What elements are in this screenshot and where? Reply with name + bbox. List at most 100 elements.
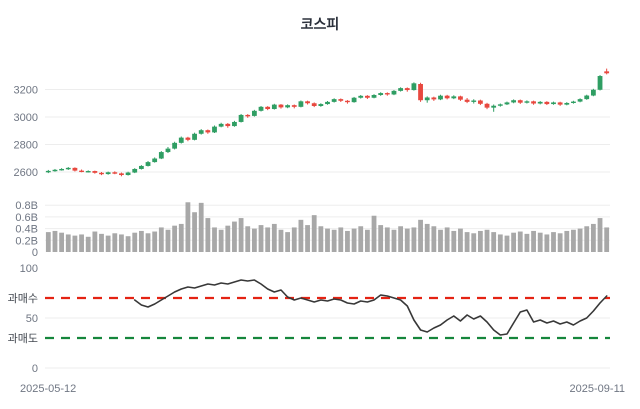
volume-bar xyxy=(52,230,58,252)
volume-bar xyxy=(411,227,417,252)
volume-bar xyxy=(325,228,330,252)
volume-bar xyxy=(458,228,463,252)
volume-bar xyxy=(371,215,377,252)
volume-bar xyxy=(145,233,151,252)
price-tick-label: 2800 xyxy=(14,140,38,152)
volume-bar xyxy=(444,227,450,252)
candle-down xyxy=(92,171,98,173)
volume-bar xyxy=(577,228,583,252)
candle-up xyxy=(212,126,217,133)
candle-up xyxy=(551,102,556,105)
volume-bar xyxy=(484,229,490,252)
candle-up xyxy=(571,101,576,103)
candle-up xyxy=(165,148,171,153)
volume-bar xyxy=(152,231,158,252)
volume-bar xyxy=(331,229,337,252)
candle-down xyxy=(99,172,104,175)
candle-up xyxy=(497,104,503,106)
candle-up xyxy=(132,168,138,173)
candle-up xyxy=(504,102,510,105)
volume-bar xyxy=(424,223,430,252)
candle-down xyxy=(119,173,124,176)
candle-up xyxy=(152,158,158,163)
volume-bar xyxy=(72,235,78,252)
volume-bar xyxy=(544,234,550,252)
candle-up xyxy=(105,172,111,175)
volume-bar xyxy=(245,226,251,252)
rsi-tick-label: 50 xyxy=(26,313,38,325)
volume-bar xyxy=(285,232,291,252)
volume-bar xyxy=(537,232,543,252)
candle-down xyxy=(112,172,118,174)
candle-up xyxy=(438,95,443,100)
volume-bar xyxy=(451,230,457,252)
candle-up xyxy=(138,165,144,169)
candle-up xyxy=(258,106,264,111)
volume-bar xyxy=(398,226,404,252)
candle-down xyxy=(79,170,84,173)
candle-down xyxy=(364,95,370,98)
candle-down xyxy=(205,130,211,133)
volume-bar xyxy=(198,202,204,252)
candle-down xyxy=(464,99,470,102)
candle-up xyxy=(145,162,151,166)
candle-up xyxy=(232,121,237,127)
candle-up xyxy=(271,104,277,110)
candle-up xyxy=(351,97,357,103)
volume-bar xyxy=(291,227,297,252)
volume-bar xyxy=(225,225,231,252)
volume-bar xyxy=(497,234,503,252)
volume-bar xyxy=(79,234,84,252)
candle-up xyxy=(590,89,596,96)
volume-bar xyxy=(271,223,277,252)
overbought-label: 과매수 xyxy=(8,292,38,305)
volume-bar xyxy=(172,225,178,252)
volume-bar xyxy=(471,233,477,252)
volume-bar xyxy=(364,229,370,252)
candle-up xyxy=(597,76,603,90)
volume-bar xyxy=(105,235,111,252)
volume-bar xyxy=(517,231,523,252)
candle-up xyxy=(198,130,204,134)
candle-up xyxy=(411,83,417,91)
rsi-tick-label: 0 xyxy=(32,363,38,375)
candle-up xyxy=(85,171,91,173)
volume-bar xyxy=(404,228,410,252)
price-tick-label: 2600 xyxy=(14,167,38,179)
candle-down xyxy=(557,102,563,105)
candle-down xyxy=(384,93,390,95)
volume-bar xyxy=(584,226,590,252)
candle-up xyxy=(318,104,324,106)
candle-down xyxy=(544,101,550,105)
volume-bar xyxy=(99,233,104,252)
candle-down xyxy=(291,105,297,107)
candle-down xyxy=(458,96,463,100)
volume-bar xyxy=(391,229,397,252)
candle-up xyxy=(378,93,384,95)
rsi-line xyxy=(133,279,608,336)
candle-down xyxy=(484,103,490,108)
volume-bar xyxy=(477,230,483,252)
volume-bar xyxy=(378,225,384,252)
volume-panel: 00.2B0.4B0.6B0.8B xyxy=(15,200,610,259)
volume-bar xyxy=(125,236,131,252)
volume-bar xyxy=(59,232,65,252)
volume-bar xyxy=(431,226,437,252)
volume-tick-label: 0.6B xyxy=(15,212,38,224)
volume-bar xyxy=(597,218,603,252)
candle-up xyxy=(584,95,590,100)
volume-bar xyxy=(212,227,217,252)
candle-up xyxy=(125,172,131,176)
candle-up xyxy=(238,114,244,122)
x-axis-end-date: 2025-09-11 xyxy=(569,383,625,395)
volume-bar xyxy=(351,228,357,252)
candle-up xyxy=(325,101,330,105)
volume-bar xyxy=(418,219,423,252)
candle-down xyxy=(418,84,423,101)
candle-up xyxy=(285,105,291,108)
oversold-label: 과매도 xyxy=(8,332,38,345)
x-axis-start-date: 2025-05-12 xyxy=(20,383,77,395)
volume-bar xyxy=(524,233,530,252)
candle-up xyxy=(564,102,570,105)
volume-bar xyxy=(205,218,211,252)
